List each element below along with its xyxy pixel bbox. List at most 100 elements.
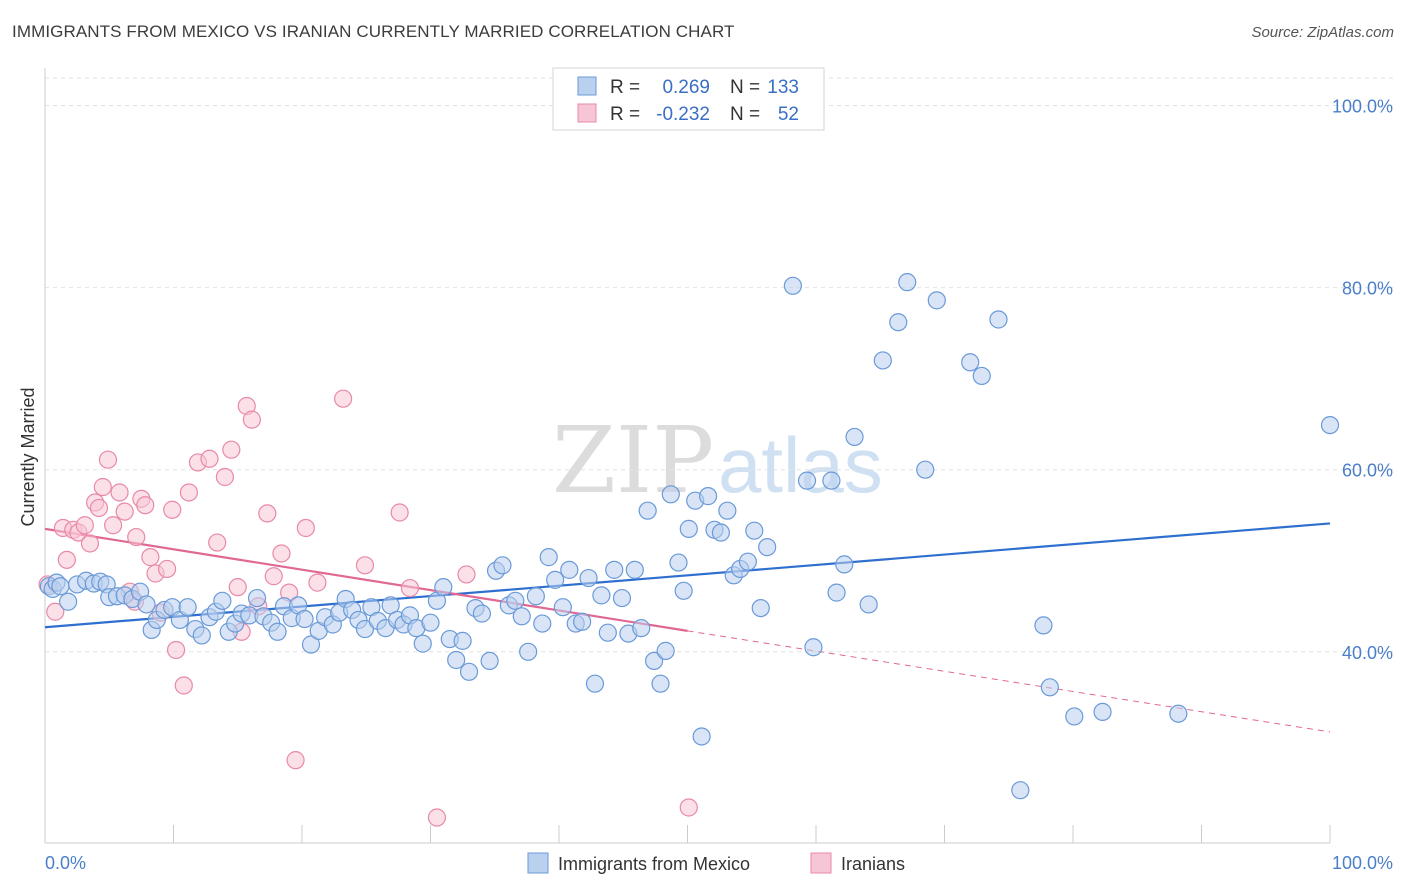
mexico-point-90 [638,501,657,520]
mexico-point-59 [434,578,453,597]
chart-title: IMMIGRANTS FROM MEXICO VS IRANIAN CURREN… [12,22,735,41]
iranians-point-19 [141,548,160,567]
mexico-point-106 [738,552,757,571]
mexico-point-77 [553,598,572,617]
mexico-point-110 [783,276,802,295]
stats-n-value-pink: 52 [778,104,799,125]
iranians-point-13 [110,483,129,502]
iranians-point-29 [208,533,227,552]
mexico-point-85 [605,560,624,579]
mexico-point-114 [827,583,846,602]
mexico-point-71 [512,607,531,626]
mexico-point-23 [192,626,211,645]
mexico-point-38 [295,609,314,629]
y-tick-labels: 40.0% 60.0% 80.0% 100.0% [1332,97,1393,663]
mexico-point-82 [585,674,605,693]
grid [45,77,1393,653]
iranians-point-46 [390,503,409,522]
x-tick-label-0: 0.0% [45,853,86,873]
y-axis-label: Currently Married [18,387,38,526]
stats-r-value-pink: -0.232 [656,104,710,125]
mexico-point-107 [745,521,764,540]
mexico-point-132 [1320,415,1340,435]
iranians-point-43 [308,573,327,592]
y-tick-label-3: 100.0% [1332,97,1393,117]
mexico-point-74 [533,614,552,633]
mexico-point-62 [453,631,472,650]
iranians-point-1 [46,602,65,621]
mexico-point-26 [213,591,232,610]
iranians-point-35 [242,410,261,429]
iranians-point-37 [258,504,277,523]
mexico-point-88 [625,560,644,579]
mexico-point-103 [718,501,737,520]
mexico-point-84 [598,623,617,642]
iranians-point-23 [163,500,182,519]
iranians-point-28 [200,449,219,468]
mexico-point-31 [247,588,267,608]
mexico-point-117 [859,595,878,614]
iranians-point-18 [136,496,155,515]
mexico-point-131 [1169,704,1188,723]
mexico-point-66 [480,651,499,671]
iranians-trend-extension [687,630,1331,733]
mexico-point-73 [526,587,545,606]
source-label: Source: ZipAtlas.com [1251,24,1394,41]
stats-legend: R = 0.269 N = 133 R = -0.232 N = 52 [552,67,825,131]
iranians-point-42 [296,518,315,538]
iranians-point-39 [272,544,291,563]
mexico-point-63 [459,662,479,681]
x-tick-labels: 0.0% 100.0% [45,853,1393,873]
mexico-point-61 [447,650,466,670]
mexico-point-112 [804,638,823,657]
iranians-point-49 [457,565,476,584]
mexico-point-109 [758,537,777,557]
mexico-point-100 [698,487,718,506]
iranians-point-45 [355,556,375,575]
mexico-point-95 [669,553,688,572]
stats-n-value-blue: 133 [767,77,799,98]
mexico-point-78 [560,560,579,579]
mexico-point-96 [674,581,693,600]
iranians-point-25 [174,676,193,695]
axes [44,68,1331,844]
mexico-point-97 [679,519,698,538]
x-tick-label-1: 100.0% [1332,853,1393,873]
iranians-point-22 [157,559,177,579]
mexico-point-130 [1093,702,1112,721]
mexico-point-65 [472,604,491,623]
mexico-point-99 [692,727,711,746]
iranians-point-6 [75,516,94,535]
iranians-point-44 [334,389,353,408]
stats-r-label-pink: R = [610,104,640,125]
iranians-point-31 [222,440,241,459]
mexico-point-72 [519,642,538,661]
legend-swatch-iranians [810,852,832,874]
iranians-point-26 [179,483,199,502]
mexico-point-89 [632,619,651,638]
mexico-point-76 [546,570,565,589]
mexico-point-93 [656,641,675,660]
legend-swatch-mexico [527,852,549,874]
mexico-point-68 [493,556,512,575]
mexico-point-116 [845,427,864,447]
mexico-point-122 [927,291,946,310]
mexico-point-15 [137,595,156,614]
iranians-point-7 [80,534,100,553]
iranians-point-14 [115,502,134,521]
mexico-point-126 [1011,781,1030,800]
stats-r-label-blue: R = [610,77,640,98]
mexico-point-113 [822,471,841,490]
mexico-point-34 [268,622,287,641]
mexico-point-118 [873,351,892,370]
mexico-point-115 [835,555,854,574]
y-tick-label-1: 60.0% [1342,461,1393,481]
series-legend: Immigrants from Mexico Iranians [527,852,905,874]
mexico-point-111 [797,471,817,490]
mexico-point-86 [612,588,632,608]
y-tick-label-0: 40.0% [1342,643,1393,663]
legend-label-mexico: Immigrants from Mexico [558,854,750,874]
mexico-point-108 [751,598,770,618]
mexico-point-102 [711,523,731,542]
